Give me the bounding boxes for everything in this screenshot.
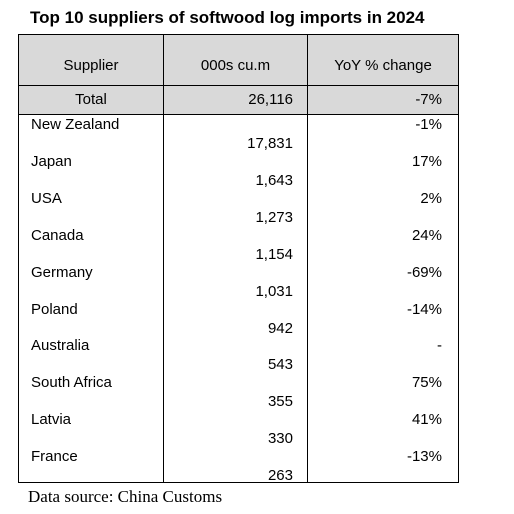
column-divider-2	[307, 35, 308, 482]
supplier-yoy: 41%	[411, 411, 442, 429]
table-row: France 263 -13%	[19, 448, 458, 485]
table-title: Top 10 suppliers of softwood log imports…	[30, 8, 425, 27]
supplier-yoy: 2%	[420, 189, 442, 207]
table-row: Poland 942 -14%	[19, 301, 458, 338]
supplier-volume: 1,031	[255, 282, 293, 300]
table-header: Supplier 000s cu.m YoY % change	[19, 35, 458, 86]
supplier-name: Poland	[31, 300, 78, 318]
supplier-volume: 263	[267, 467, 293, 485]
table-row: Japan 1,643 17%	[19, 153, 458, 190]
header-volume: 000s cu.m	[200, 57, 271, 74]
table-row: New Zealand 17,831 -1%	[19, 116, 458, 153]
total-yoy: -7%	[415, 91, 442, 108]
table-row: Canada 1,154 24%	[19, 227, 458, 264]
supplier-yoy: 24%	[411, 226, 442, 244]
supplier-name: Germany	[31, 263, 93, 281]
supplier-yoy: -	[437, 337, 442, 355]
supplier-volume: 17,831	[247, 135, 293, 152]
table-row: South Africa 355 75%	[19, 374, 458, 411]
supplier-yoy: -1%	[415, 116, 442, 133]
supplier-volume: 1,643	[255, 171, 293, 189]
supplier-yoy: -13%	[406, 448, 442, 466]
supplier-volume: 942	[267, 319, 293, 337]
total-volume: 26,116	[248, 91, 293, 108]
supplier-name: Australia	[31, 337, 90, 355]
suppliers-table: Supplier 000s cu.m YoY % change Total 26…	[18, 34, 459, 485]
supplier-name: New Zealand	[31, 116, 120, 133]
supplier-yoy: -14%	[406, 300, 442, 318]
table-row: Latvia 330 41%	[19, 411, 458, 448]
header-supplier: Supplier	[63, 57, 119, 74]
table-row: Australia 543 -	[19, 337, 458, 374]
table-row: Germany 1,031 -69%	[19, 264, 458, 301]
supplier-volume: 543	[267, 356, 293, 374]
supplier-name: Japan	[31, 152, 72, 170]
supplier-yoy: 17%	[411, 152, 442, 170]
supplier-name: France	[31, 448, 78, 466]
supplier-name: South Africa	[31, 374, 112, 392]
supplier-volume: 330	[267, 430, 293, 448]
table-row: USA 1,273 2%	[19, 190, 458, 227]
supplier-yoy: 75%	[411, 374, 442, 392]
supplier-name: USA	[31, 189, 62, 207]
column-divider-1	[163, 35, 164, 482]
supplier-yoy: -69%	[406, 263, 442, 281]
supplier-name: Latvia	[31, 411, 72, 429]
supplier-volume: 355	[267, 393, 293, 411]
data-source-note: Data source: China Customs	[28, 487, 223, 506]
supplier-volume: 1,154	[255, 245, 293, 263]
total-row: Total 26,116 -7%	[19, 86, 458, 115]
supplier-name: Canada	[31, 226, 84, 244]
supplier-volume: 1,273	[255, 208, 293, 226]
header-yoy: YoY % change	[334, 57, 432, 74]
total-label: Total	[75, 91, 107, 108]
